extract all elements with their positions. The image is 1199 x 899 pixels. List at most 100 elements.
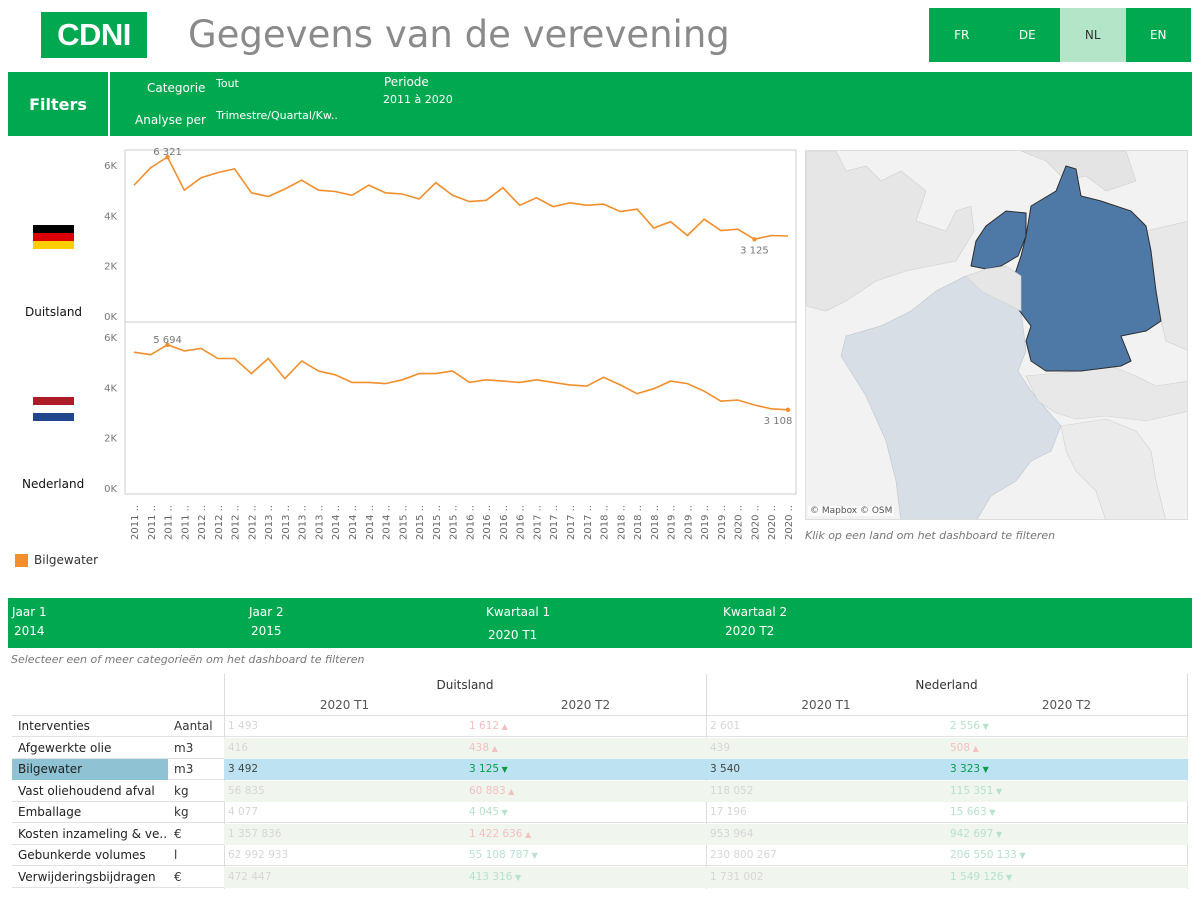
x-tick-label: 2013 .. (281, 505, 292, 540)
max-value-label: 6 321 (153, 147, 182, 158)
cell-value: 118 052 (710, 784, 754, 797)
flag-netherlands-icon[interactable] (33, 397, 74, 421)
line-chart[interactable]: 0K 2K 4K 6K 6 321 3 125 0K 2K 4K 6K 5 694 3 108 2011… (0, 140, 800, 555)
last-point (785, 407, 791, 413)
cell-value: 1 731 002 (710, 870, 764, 883)
row-category[interactable]: Kosten inzameling & ve.. (18, 826, 168, 841)
max-value-label: 5 694 (153, 335, 182, 346)
cell-value: 60 883 (469, 784, 506, 797)
row-category[interactable]: Emballage (18, 805, 82, 819)
x-tick-label: 2012 .. (231, 505, 242, 540)
country-label-germany: Duitsland (25, 305, 83, 319)
y-tick-label: 2K (104, 434, 117, 445)
trend-down-icon: ▼ (499, 765, 508, 774)
row-values: 3 492 3 125 ▼ 3 540 3 323 ▼ (224, 759, 1188, 780)
y-tick-label: 6K (104, 161, 117, 172)
x-tick-label: 2018 .. (616, 505, 627, 540)
language-switcher: FR DE NL EN (929, 8, 1191, 62)
header-rule (12, 715, 1188, 716)
cell-value: 4 045 (469, 806, 500, 818)
categorie-label: Categorie (147, 81, 206, 95)
lang-button-fr[interactable]: FR (929, 8, 995, 62)
cdni-logo[interactable]: CDNI (41, 12, 147, 58)
row-unit: l (174, 848, 178, 862)
row-category[interactable]: Afgewerkte olie (18, 740, 112, 755)
kwartaal2-dropdown[interactable]: 2020 T2 (725, 624, 775, 638)
x-tick-label: 2016 .. (499, 505, 510, 540)
value-cell: 438 ▲ (469, 738, 498, 759)
value-cell: 1 612 ▲ (469, 716, 508, 737)
trend-down-icon: ▼ (980, 722, 989, 731)
cell-value: 508 (950, 741, 971, 754)
cell-value: 1 612 (469, 720, 500, 732)
max-point (165, 154, 170, 160)
cell-value: 472 447 (228, 870, 272, 883)
row-category[interactable]: Bilgewater (12, 759, 168, 780)
cell-value: 3 540 (710, 763, 741, 775)
row-values: 1 357 836 1 422 636 ▲ 953 964 942 697 ▼ (224, 823, 1188, 845)
map-france[interactable] (840, 270, 1062, 520)
x-tick-label: 2014 .. (365, 505, 376, 540)
cell-value: 2 601 (710, 720, 741, 732)
x-tick-label: 2011 .. (130, 505, 141, 540)
sub-header: 2020 T2 (1041, 698, 1092, 712)
parameter-bar: Jaar 1 2014 Jaar 2 2015 Kwartaal 1 2020 … (8, 598, 1192, 648)
x-tick-label: 2011 .. (164, 505, 175, 540)
row-category[interactable]: Gebunkerde volumes (18, 848, 146, 862)
periode-slider[interactable]: 2011 à 2020 (383, 93, 453, 106)
lang-button-nl[interactable]: NL (1060, 8, 1126, 62)
min-point (752, 237, 757, 242)
flag-germany-icon[interactable] (33, 225, 74, 249)
categorie-dropdown[interactable]: Tout (216, 77, 239, 90)
cell-value: 206 550 133 (950, 849, 1017, 861)
table-row[interactable]: Bilgewater m3 3 492 3 125 ▼ 3 540 3 323 ▼ (12, 759, 1188, 780)
table-row[interactable]: Gebunkerde volumes l 62 992 933 55 108 787 … (12, 845, 1188, 866)
analyse-dropdown[interactable]: Trimestre/Quartal/Kw.. (216, 109, 338, 122)
row-unit: kg (174, 783, 189, 798)
cell-value: 942 697 (950, 827, 994, 840)
lang-button-en[interactable]: EN (1125, 8, 1191, 62)
kwartaal1-dropdown[interactable]: 2020 T1 (488, 628, 538, 642)
jaar2-dropdown[interactable]: 2015 (251, 624, 282, 638)
row-category[interactable]: Interventies (18, 719, 90, 733)
table-row[interactable]: Vast oliehoudend afval kg 56 835 60 883 ▲ 11… (12, 780, 1188, 802)
y-tick-label: 0K (104, 312, 117, 323)
value-cell: 3 125 ▼ (469, 759, 508, 780)
cell-value: 3 492 (228, 763, 259, 775)
table-row[interactable]: Verwijderingsbijdragen €472 447 413 316 ▼ 1… (12, 866, 1188, 888)
trend-down-icon: ▼ (499, 808, 508, 817)
table-row[interactable]: Afgewerkte olie m3 416 438 ▲ 439 508 ▲ (12, 737, 1188, 759)
cell-value: 1 549 126 (950, 870, 1004, 883)
lang-button-de[interactable]: DE (994, 8, 1060, 62)
table-row[interactable]: Interventies Aantal 1 493 1 612 ▲ 2 601 2 556… (12, 716, 1188, 737)
legend[interactable]: Bilgewater (15, 553, 98, 567)
value-cell: 4 045 ▼ (469, 802, 508, 823)
cell-value: 62 992 933 (228, 849, 289, 861)
table-row[interactable]: Emballage kg 4 077 4 045 ▼ 17 196 15 663 ▼ (12, 802, 1188, 823)
group-header-germany: Duitsland (436, 678, 494, 692)
row-unit: Aantal (174, 719, 213, 733)
analyse-label: Analyse per (135, 113, 206, 127)
value-cell: 15 663 ▼ (950, 802, 995, 823)
trend-up-icon: ▲ (489, 743, 498, 753)
sub-header: 2020 T1 (801, 698, 851, 712)
cell-value: 416 (228, 741, 249, 754)
row-values: 416 438 ▲ 439 508 ▲ (224, 737, 1188, 759)
y-tick-label: 4K (104, 211, 117, 222)
legend-label-bilgewater: Bilgewater (34, 553, 99, 567)
map-netherlands[interactable] (970, 210, 1027, 270)
value-cell: 62 992 933 (228, 845, 288, 866)
map-credit[interactable]: © Mapbox © OSM (808, 506, 895, 516)
cell-value: 56 835 (228, 784, 265, 797)
row-category[interactable]: Vast oliehoudend afval (18, 783, 155, 798)
value-cell: 942 697 ▼ (950, 824, 1002, 845)
table-row[interactable]: Kosten inzameling & ve.. €1 357 836 1 422 … (12, 823, 1188, 845)
x-tick-label: 2020 .. (784, 505, 795, 540)
trend-up-icon: ▲ (505, 786, 515, 796)
row-category[interactable]: Verwijderingsbijdragen (18, 869, 156, 884)
jaar1-dropdown[interactable]: 2014 (14, 624, 45, 638)
country-map[interactable] (805, 150, 1188, 520)
trend-down-icon: ▼ (1003, 872, 1013, 882)
x-tick-label: 2016 .. (465, 505, 476, 540)
value-cell: 55 108 787 ▼ (469, 845, 538, 866)
